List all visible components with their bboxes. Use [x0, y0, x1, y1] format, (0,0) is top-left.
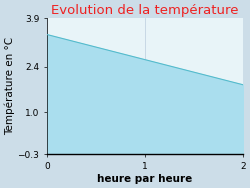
- Y-axis label: Température en °C: Température en °C: [4, 37, 15, 135]
- Title: Evolution de la température: Evolution de la température: [51, 4, 239, 17]
- X-axis label: heure par heure: heure par heure: [97, 174, 192, 184]
